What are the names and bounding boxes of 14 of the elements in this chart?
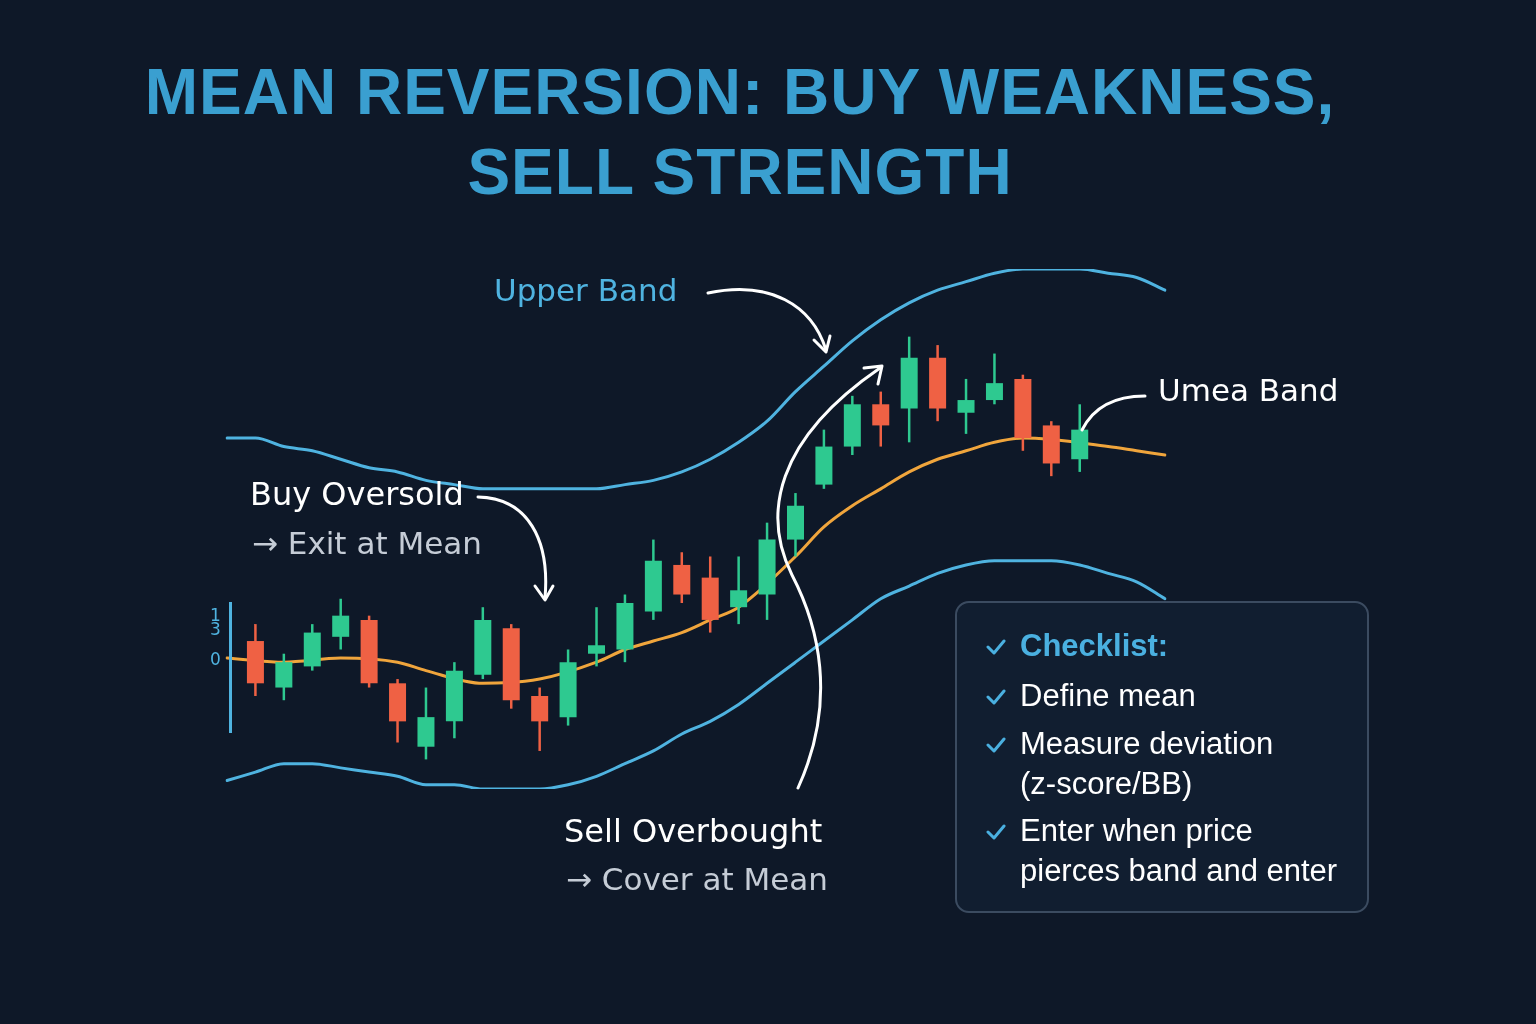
annotation: Define mean bbox=[1020, 678, 1196, 713]
candlestick bbox=[588, 607, 606, 667]
annotation: Buy Oversold bbox=[250, 475, 464, 513]
annotation: 0 bbox=[210, 649, 221, 669]
text: Enter when price pierces band and enter bbox=[1020, 813, 1338, 888]
text: → Cover at Mean bbox=[566, 861, 828, 897]
annotation: Measure deviation (z-score/BB) bbox=[1020, 726, 1274, 801]
text: Upper Band bbox=[494, 272, 678, 308]
annotation: → Exit at Mean bbox=[252, 525, 482, 561]
text: Sell Overbought bbox=[564, 812, 823, 850]
annotation: Checklist: bbox=[1020, 628, 1169, 663]
chart-title: MEAN REVERSION: BUY WEAKNESS, SELL STRENGTH bbox=[143, 55, 1337, 210]
series-label: Umea Band bbox=[1158, 372, 1339, 408]
candlestick bbox=[730, 556, 748, 625]
